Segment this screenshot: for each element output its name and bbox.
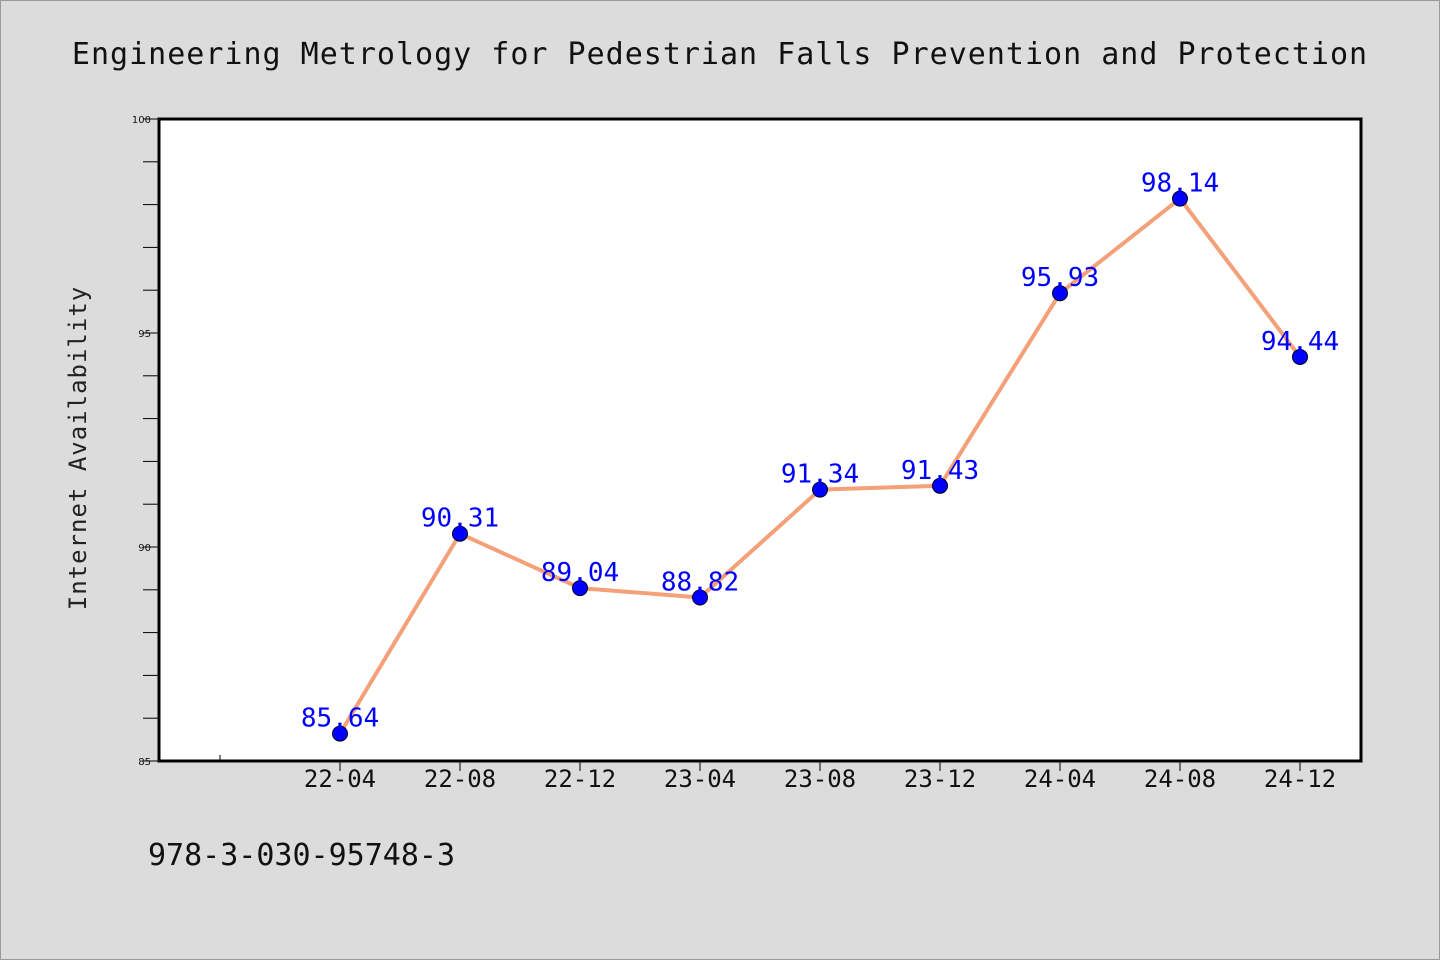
data-label: 90.31 — [421, 504, 499, 534]
data-point — [812, 481, 828, 498]
data-point — [572, 580, 588, 597]
x-tick-label: 22-04 — [304, 765, 376, 793]
x-tick-label: 23-12 — [904, 765, 976, 793]
x-axis: 22-04 22-08 22-12 23-04 23-08 23-12 24-04 24-08… — [219, 755, 1336, 793]
data-label: 85.64 — [301, 704, 379, 734]
data-label: 95.93 — [1021, 263, 1099, 293]
data-point — [1052, 285, 1068, 302]
chart-title: Engineering Metrology for Pedestrian Fal… — [72, 37, 1368, 72]
data-label: 88.82 — [661, 568, 739, 598]
plot-area — [159, 119, 1361, 761]
y-axis: 85 90 95 100 — [132, 115, 159, 768]
isbn-footer: 978-3-030-95748-3 — [148, 838, 455, 873]
data-point — [692, 589, 708, 606]
series-layer — [332, 190, 1308, 742]
y-tick-label: 95 — [138, 329, 151, 340]
data-point — [1292, 348, 1308, 365]
data-point — [332, 725, 348, 742]
data-label: 91.43 — [901, 456, 979, 486]
x-tick-label: 22-12 — [544, 765, 616, 793]
data-point — [932, 477, 948, 494]
y-tick-label: 100 — [132, 115, 151, 126]
y-axis-label: Internet Availability — [64, 286, 92, 610]
x-tick-label: 24-12 — [1264, 765, 1336, 793]
data-label: 89.04 — [541, 558, 619, 588]
x-tick-label: 23-08 — [784, 765, 856, 793]
y-tick-label: 90 — [138, 543, 151, 554]
y-tick-label: 85 — [138, 757, 151, 768]
x-tick-label: 24-04 — [1024, 765, 1096, 793]
x-tick-label: 24-08 — [1144, 765, 1216, 793]
data-point — [452, 525, 468, 542]
data-labels: 85.64 90.31 89.04 88.82 91.34 91.43 95.93 98.14… — [301, 169, 1339, 734]
data-label: 91.34 — [781, 460, 859, 490]
data-label: 98.14 — [1141, 169, 1219, 199]
x-tick-label: 23-04 — [664, 765, 736, 793]
data-label: 94.44 — [1261, 327, 1339, 357]
plot-border — [157, 117, 1363, 763]
data-point — [1172, 190, 1188, 207]
x-tick-label: 22-08 — [424, 765, 496, 793]
